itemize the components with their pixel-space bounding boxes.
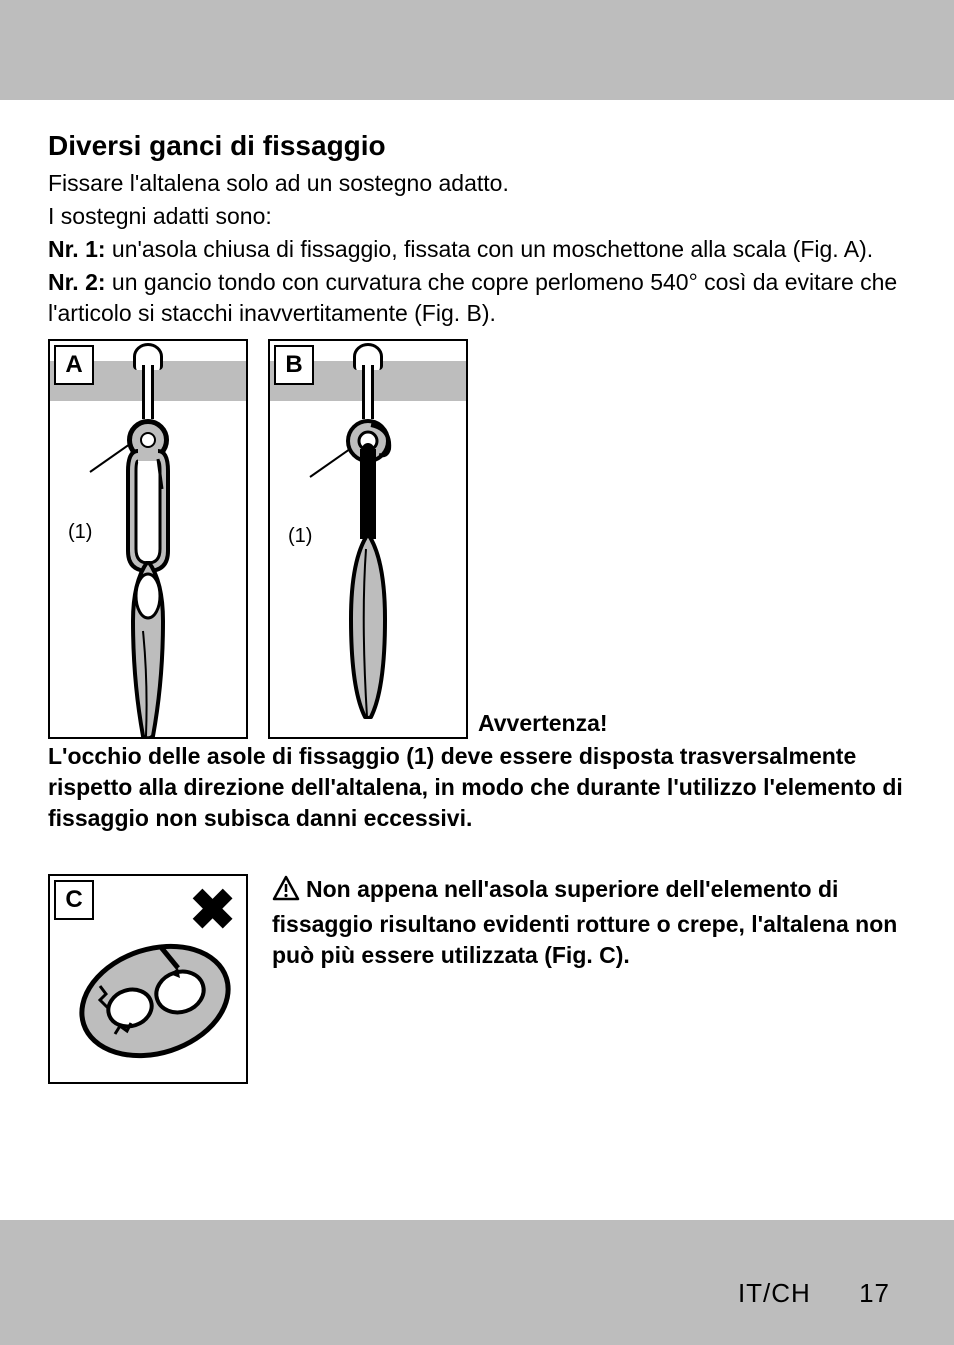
callout-a: (1)	[68, 521, 92, 544]
nr2-text: un gancio tondo con curvatura che copre …	[48, 269, 897, 326]
figure-b-label: B	[274, 345, 314, 385]
footer-lang: IT/CH	[738, 1278, 811, 1308]
section-heading: Diversi ganci di fissaggio	[48, 130, 906, 162]
item-nr2: Nr. 2: un gancio tondo con curvatura che…	[48, 267, 906, 329]
intro-line-2: I sostegni adatti sono:	[48, 201, 906, 232]
figure-a: A (1)	[48, 339, 248, 739]
nr1-label: Nr. 1:	[48, 236, 106, 262]
intro-line-1: Fissare l'altalena solo ad un sostegno a…	[48, 168, 906, 199]
warning-triangle-icon	[272, 875, 300, 909]
callout-b: (1)	[288, 525, 312, 548]
c-warning-text: Non appena nell'asola superiore dell'ele…	[272, 876, 897, 968]
nr1-text: un'asola chiusa di fissaggio, fissata co…	[106, 236, 874, 262]
figure-c-text: Non appena nell'asola superiore dell'ele…	[272, 874, 906, 1084]
warning-text: L'occhio delle asole di fissaggio (1) de…	[48, 741, 906, 834]
figure-a-label: A	[54, 345, 94, 385]
stem-b	[362, 365, 374, 419]
rope-end-a-icon	[113, 561, 183, 739]
figure-c: C ✖	[48, 874, 248, 1084]
stem-a	[142, 365, 154, 419]
avvertenza-label: Avvertenza!	[478, 710, 608, 737]
figure-b: B (1)	[268, 339, 468, 739]
footer-page-number: 17	[859, 1278, 890, 1308]
figure-c-row: C ✖ N	[48, 874, 906, 1084]
figure-c-label: C	[54, 880, 94, 920]
carabiner-icon	[118, 441, 178, 581]
page-footer: IT/CH 17	[738, 1278, 890, 1309]
content-sheet: Diversi ganci di fissaggio Fissare l'alt…	[0, 100, 954, 1220]
page: Diversi ganci di fissaggio Fissare l'alt…	[0, 0, 954, 1345]
hook-icon	[333, 419, 403, 719]
figures-row: A (1)	[48, 331, 906, 739]
broken-ring-icon	[60, 916, 240, 1076]
nr2-label: Nr. 2:	[48, 269, 106, 295]
figures-ab: A (1)	[48, 339, 468, 739]
item-nr1: Nr. 1: un'asola chiusa di fissaggio, fis…	[48, 234, 906, 265]
